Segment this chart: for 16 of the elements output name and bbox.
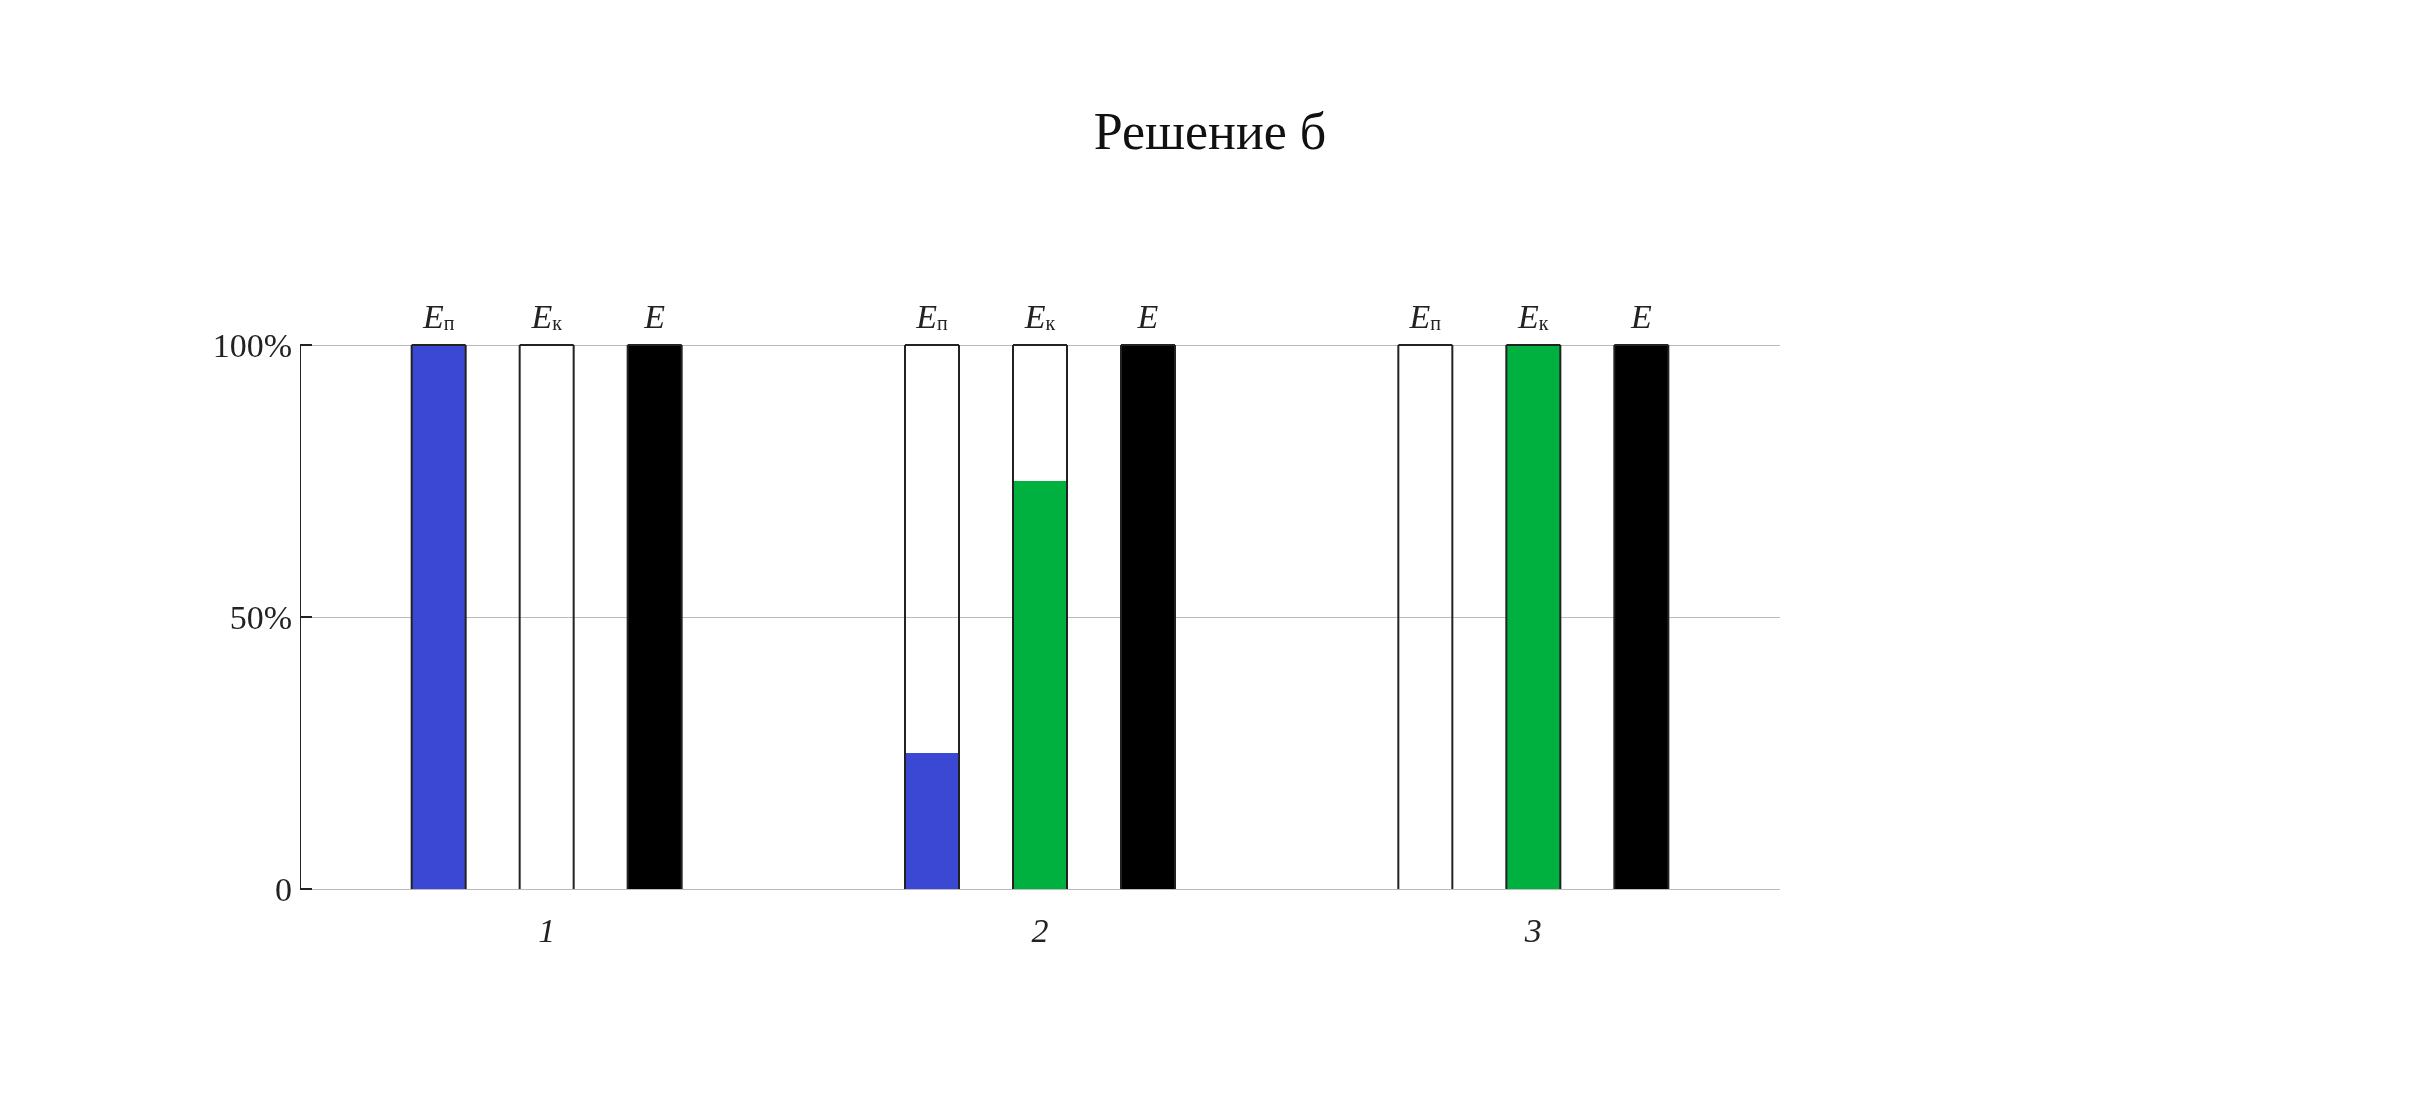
x-tick-label: 3 xyxy=(1523,911,1542,949)
chart-title: Решение б xyxy=(1093,102,1327,160)
text: E xyxy=(1630,297,1652,335)
y-tick-label: 0 xyxy=(275,870,292,908)
series-label: Eп xyxy=(421,297,455,335)
y-tick-label: 100% xyxy=(212,326,292,364)
x-tick-label: 1 xyxy=(538,911,556,949)
text: Eп xyxy=(1409,297,1442,335)
text: Eк xyxy=(1024,297,1056,335)
text: Eп xyxy=(916,297,948,335)
y-tick-label: 50% xyxy=(229,598,292,636)
text: E xyxy=(1137,297,1159,335)
series-label: E xyxy=(643,297,666,335)
text: Eк xyxy=(531,297,562,335)
series-label: Eк xyxy=(1517,297,1549,335)
x-tick-label: 2 xyxy=(1031,911,1049,949)
